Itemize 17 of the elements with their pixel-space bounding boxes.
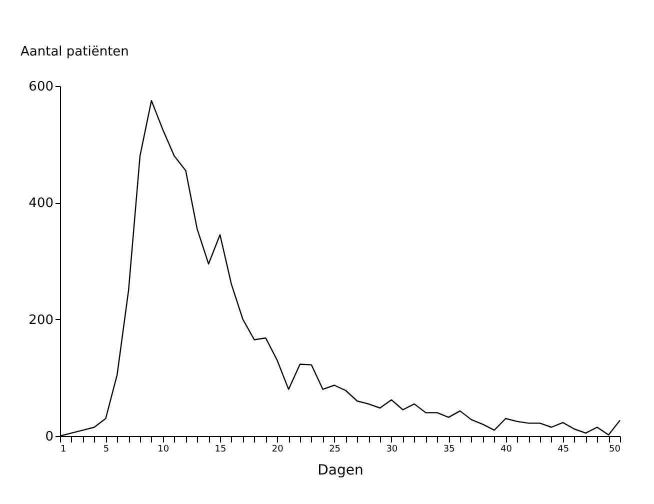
y-tick-label: 400 — [28, 196, 54, 212]
y-axis-title: Aantal patiënten — [20, 44, 129, 60]
x-tick-label: 10 — [158, 444, 170, 454]
x-tick-label: 50 — [609, 444, 621, 454]
x-tick-label: 30 — [386, 444, 398, 454]
x-axis-title: Dagen — [318, 462, 364, 478]
x-tick-label: 35 — [443, 444, 455, 454]
x-tick-label: 15 — [214, 444, 226, 454]
x-tick-label: 40 — [500, 444, 512, 454]
x-tick-label: 45 — [558, 444, 570, 454]
y-tick-label: 200 — [28, 312, 54, 328]
y-tick-label: 600 — [28, 80, 54, 94]
x-tick-label: 1 — [60, 444, 66, 454]
x-tick-label: 25 — [329, 444, 341, 454]
x-tick-label: 20 — [272, 444, 284, 454]
y-tick-label: 0 — [45, 430, 54, 444]
x-tick-label: 5 — [103, 444, 110, 454]
